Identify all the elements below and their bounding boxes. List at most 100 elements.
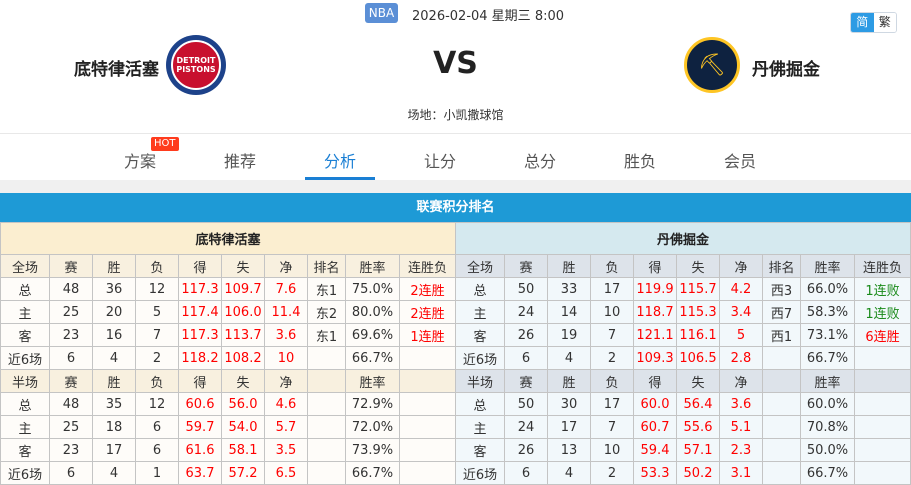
table-cell: 主 xyxy=(455,415,505,439)
table-cell: 50.2 xyxy=(676,461,720,485)
tab-membership[interactable]: 会员 xyxy=(723,152,756,171)
home-standings-table: 底特律活塞 全场赛胜负得失净排名 胜率 连胜负总 48 36 12 117.3 109.7 7.6… xyxy=(0,222,457,485)
table-cell: 50 xyxy=(504,277,548,301)
table-cell: 109.7 xyxy=(221,277,265,301)
table-cell: 58.3% xyxy=(800,300,855,324)
table-row: 主 25 20 5 117.4 106.0 11.4 东2 80.0% 2连胜 xyxy=(0,300,457,324)
table-cell: 59.7 xyxy=(178,415,222,439)
table-cell: 2连胜 xyxy=(398,300,457,324)
table-cell: 24 xyxy=(504,300,548,324)
table-cell: 4 xyxy=(547,346,591,370)
table-cell: 30 xyxy=(547,392,591,416)
tab-moneyline[interactable]: 胜负 xyxy=(623,152,656,171)
column-header: 净 xyxy=(719,254,763,278)
table-cell: 20 xyxy=(92,300,136,324)
table-cell: 57.2 xyxy=(221,461,265,485)
table-cell: 7 xyxy=(135,323,179,347)
team-title-row: 底特律活塞 xyxy=(0,222,457,255)
table-cell: 56.0 xyxy=(221,392,265,416)
team-title-row: 丹佛掘金 xyxy=(454,222,911,255)
table-cell: 60.7 xyxy=(633,415,677,439)
table-cell: 4 xyxy=(92,461,136,485)
table-cell: 33 xyxy=(547,277,591,301)
column-header: 净 xyxy=(719,369,763,393)
table-cell: 4 xyxy=(547,461,591,485)
home-team-logo[interactable]: DETROIT PISTONS xyxy=(166,35,226,95)
table-row: 总 50 30 17 60.0 56.4 3.6 60.0% xyxy=(455,392,911,416)
table-cell: 66.0% xyxy=(800,277,855,301)
table-cell: 3.6 xyxy=(264,323,308,347)
table-cell: 总 xyxy=(455,277,505,301)
language-toggle[interactable]: 简 繁 xyxy=(850,12,897,33)
table-cell: 66.7% xyxy=(345,346,400,370)
table-cell: 115.7 xyxy=(676,277,720,301)
table-cell: 3.4 xyxy=(719,300,763,324)
table-cell xyxy=(307,415,346,439)
column-header: 得 xyxy=(633,254,677,278)
table-cell: 19 xyxy=(547,323,591,347)
table-cell: 57.1 xyxy=(676,438,720,462)
table-cell: 5 xyxy=(135,300,179,324)
column-header: 胜 xyxy=(92,369,136,393)
table-cell: 16 xyxy=(92,323,136,347)
column-header: 连胜负 xyxy=(398,254,457,278)
table-cell: 总 xyxy=(0,392,50,416)
column-header: 负 xyxy=(590,254,634,278)
table-cell xyxy=(853,438,911,462)
half-header-row: 半场赛胜负得失净 胜率 xyxy=(0,369,457,393)
table-row: 客 26 13 10 59.4 57.1 2.3 50.0% xyxy=(455,438,911,462)
column-header xyxy=(853,369,911,393)
table-cell xyxy=(762,461,801,485)
table-cell: 116.1 xyxy=(676,323,720,347)
table-cell: 115.3 xyxy=(676,300,720,324)
table-cell: 113.7 xyxy=(221,323,265,347)
tab-handicap[interactable]: 让分 xyxy=(423,152,456,171)
table-cell: 1连败 xyxy=(853,277,911,301)
team-title: 底特律活塞 xyxy=(0,222,457,255)
tab-plan[interactable]: 方案 xyxy=(123,152,156,171)
home-team-name[interactable]: 底特律活塞 xyxy=(74,60,159,80)
table-cell: 12 xyxy=(135,392,179,416)
table-cell: 58.1 xyxy=(221,438,265,462)
column-header: 排名 xyxy=(307,254,346,278)
simplified-button[interactable]: 简 xyxy=(851,13,874,32)
table-cell: 4.2 xyxy=(719,277,763,301)
table-cell: 4.6 xyxy=(264,392,308,416)
table-cell: 西3 xyxy=(762,277,801,301)
traditional-button[interactable]: 繁 xyxy=(873,13,896,32)
table-cell: 121.1 xyxy=(633,323,677,347)
table-row: 近6场 6 4 1 63.7 57.2 6.5 66.7% xyxy=(0,461,457,485)
table-row: 客 23 16 7 117.3 113.7 3.6 东1 69.6% 1连胜 xyxy=(0,323,457,347)
team-title: 丹佛掘金 xyxy=(454,222,911,255)
column-header: 失 xyxy=(676,254,720,278)
table-cell: 75.0% xyxy=(345,277,400,301)
column-header: 得 xyxy=(178,254,222,278)
table-cell: 55.6 xyxy=(676,415,720,439)
table-row: 总 48 36 12 117.3 109.7 7.6 东1 75.0% 2连胜 xyxy=(0,277,457,301)
table-cell xyxy=(762,415,801,439)
column-header: 胜 xyxy=(547,254,591,278)
table-cell: 总 xyxy=(455,392,505,416)
table-cell: 客 xyxy=(455,438,505,462)
away-team-logo[interactable]: ⛏ xyxy=(684,37,740,93)
table-cell: 14 xyxy=(547,300,591,324)
table-cell: 63.7 xyxy=(178,461,222,485)
table-row: 客 23 17 6 61.6 58.1 3.5 73.9% xyxy=(0,438,457,462)
tab-recommend[interactable]: 推荐 xyxy=(223,152,256,171)
column-header: 半场 xyxy=(0,369,50,393)
table-cell: 西1 xyxy=(762,323,801,347)
tab-total[interactable]: 总分 xyxy=(523,152,556,171)
table-cell: 东1 xyxy=(307,277,346,301)
table-cell: 35 xyxy=(92,392,136,416)
table-cell: 61.6 xyxy=(178,438,222,462)
table-cell: 72.9% xyxy=(345,392,400,416)
column-header: 半场 xyxy=(455,369,505,393)
table-cell xyxy=(307,438,346,462)
table-cell: 东2 xyxy=(307,300,346,324)
column-header: 赛 xyxy=(49,254,93,278)
table-cell: 3.1 xyxy=(719,461,763,485)
away-team-name[interactable]: 丹佛掘金 xyxy=(752,60,820,80)
table-cell: 106.5 xyxy=(676,346,720,370)
table-cell: 10 xyxy=(590,438,634,462)
tab-analysis[interactable]: 分析 xyxy=(323,152,356,171)
